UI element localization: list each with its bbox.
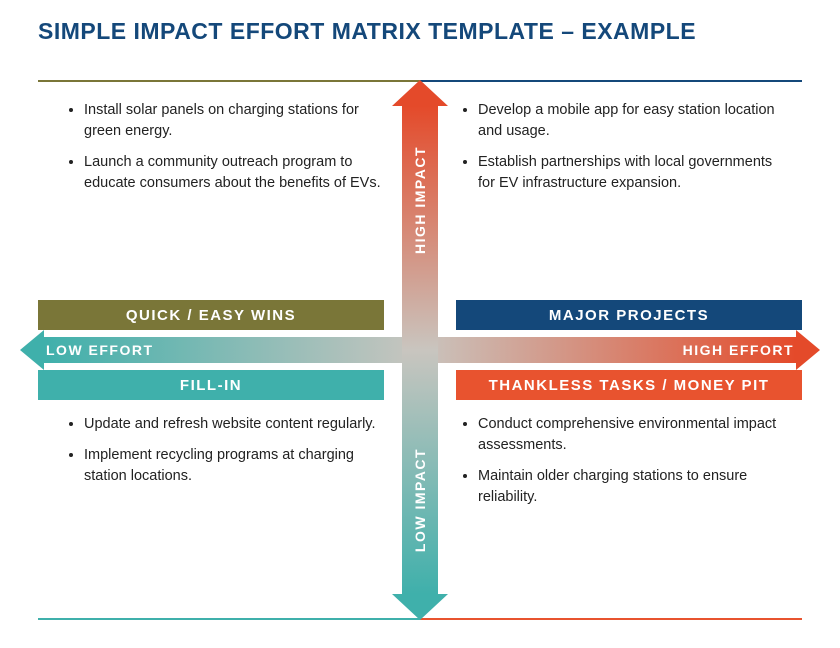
major-projects-list: Develop a mobile app for easy station lo…: [456, 100, 778, 194]
arrow-up-icon: [392, 80, 448, 106]
thankless-tasks-list: Conduct comprehensive environmental impa…: [456, 414, 778, 508]
arrow-right-icon: [796, 330, 820, 370]
quadrant-fill-in: FILL-IN Update and refresh website conte…: [38, 350, 420, 620]
arrow-down-icon: [392, 594, 448, 620]
major-projects-label: MAJOR PROJECTS: [456, 300, 802, 330]
thankless-tasks-label: THANKLESS TASKS / MONEY PIT: [456, 370, 802, 400]
list-item: Conduct comprehensive environmental impa…: [478, 414, 778, 456]
high-impact-label: HIGH IMPACT: [412, 146, 428, 254]
quadrant-thankless-tasks: THANKLESS TASKS / MONEY PIT Conduct comp…: [420, 350, 802, 620]
list-item: Update and refresh website content regul…: [84, 414, 384, 435]
list-item: Maintain older charging stations to ensu…: [478, 466, 778, 508]
list-item: Implement recycling programs at charging…: [84, 445, 384, 487]
fill-in-label: FILL-IN: [38, 370, 384, 400]
list-item: Install solar panels on charging station…: [84, 100, 384, 142]
impact-axis: HIGH IMPACT LOW IMPACT: [402, 80, 438, 620]
arrow-left-icon: [20, 330, 44, 370]
impact-effort-matrix: LOW EFFORT HIGH EFFORT HIGH IMPACT LOW I…: [38, 80, 802, 620]
quick-wins-label: QUICK / EASY WINS: [38, 300, 384, 330]
high-effort-label: HIGH EFFORT: [683, 342, 794, 358]
list-item: Launch a community outreach program to e…: [84, 152, 384, 194]
quadrant-major-projects: Develop a mobile app for easy station lo…: [420, 80, 802, 350]
quick-wins-list: Install solar panels on charging station…: [62, 100, 384, 194]
page-title: SIMPLE IMPACT EFFORT MATRIX TEMPLATE – E…: [38, 18, 696, 45]
list-item: Develop a mobile app for easy station lo…: [478, 100, 778, 142]
low-effort-label: LOW EFFORT: [46, 342, 154, 358]
low-impact-label: LOW IMPACT: [412, 448, 428, 552]
quadrant-quick-wins: Install solar panels on charging station…: [38, 80, 420, 350]
list-item: Establish partnerships with local govern…: [478, 152, 778, 194]
fill-in-list: Update and refresh website content regul…: [62, 414, 384, 487]
